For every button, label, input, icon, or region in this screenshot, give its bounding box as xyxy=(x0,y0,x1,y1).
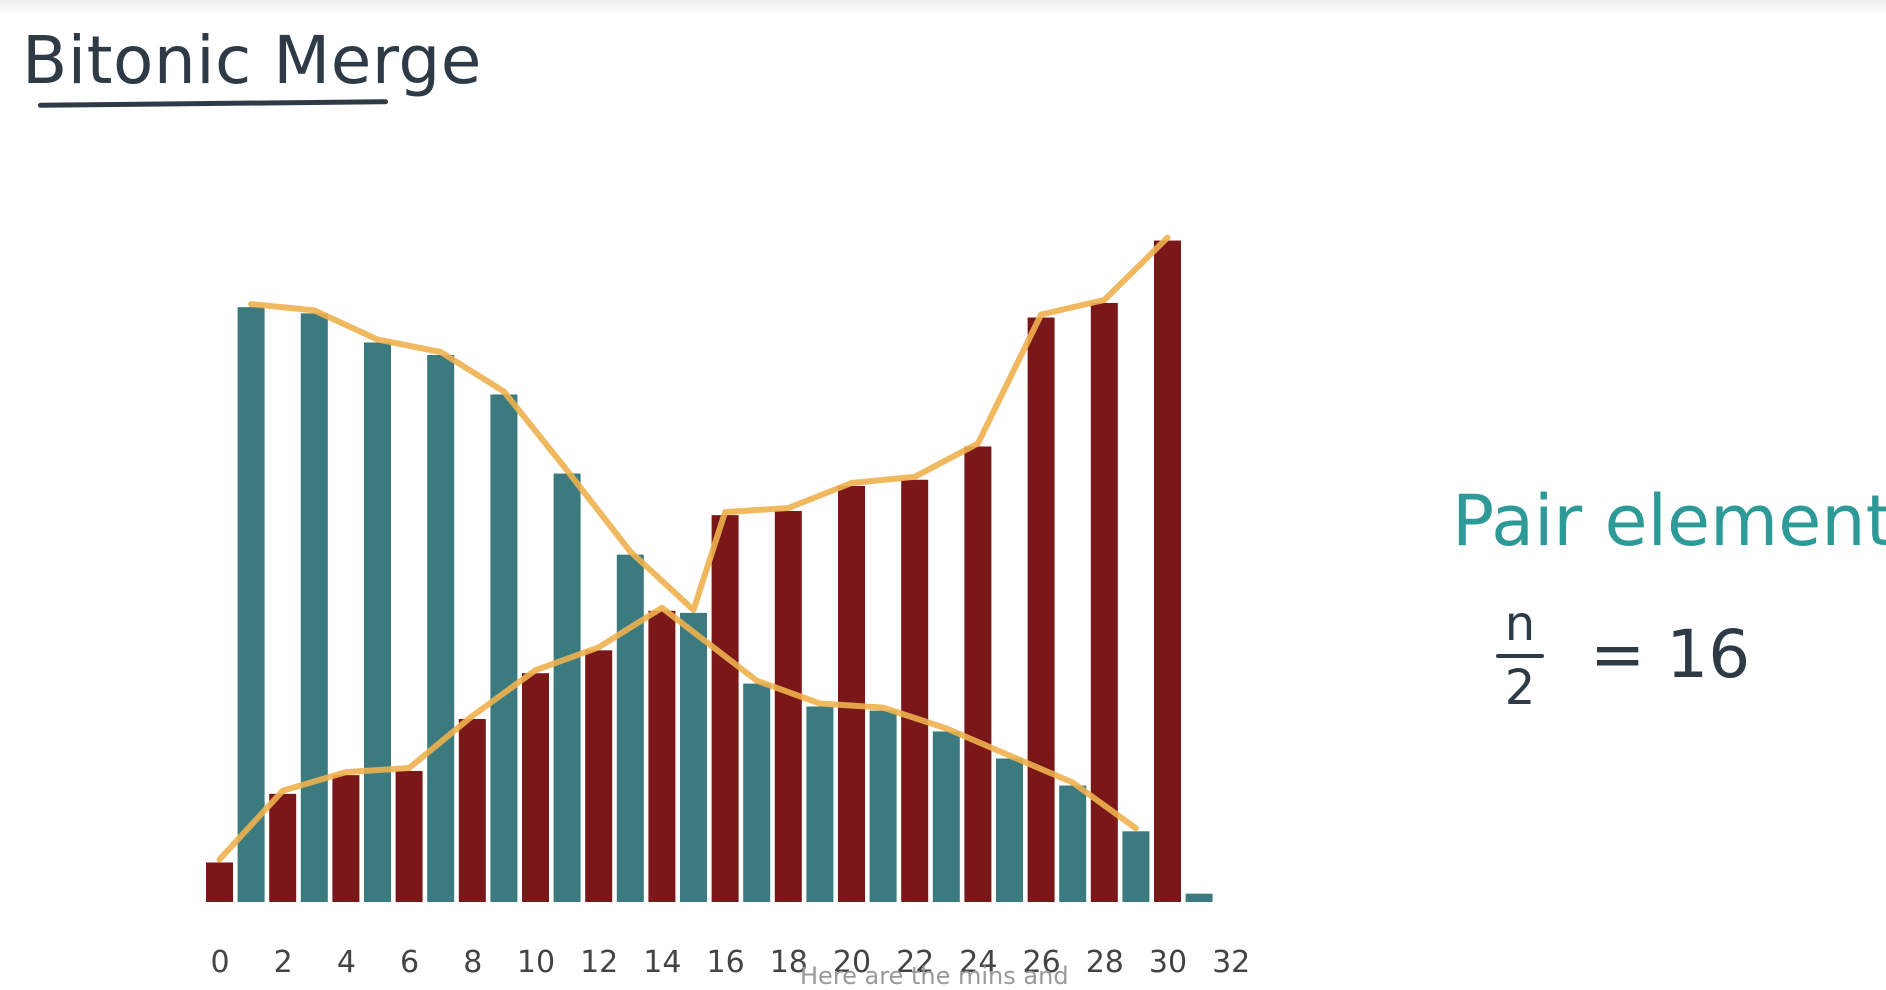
teal-bar xyxy=(300,313,328,902)
fraction-bar xyxy=(1496,654,1544,658)
envelope-curves xyxy=(216,234,1171,863)
teal-bar xyxy=(743,683,771,902)
x-tick-label: 30 xyxy=(1149,945,1187,976)
x-tick-label: 14 xyxy=(643,945,681,976)
x-tick-label: 20 xyxy=(833,945,871,976)
teal-bar xyxy=(806,706,834,902)
x-tick-label: 2 xyxy=(274,945,293,976)
red-bar xyxy=(648,610,676,902)
x-tick-label: 28 xyxy=(1086,945,1124,976)
teal-bar xyxy=(680,612,707,902)
page-title: Bitonic Merge xyxy=(22,22,482,99)
teal-bar xyxy=(490,394,518,902)
bars-group xyxy=(206,240,1213,903)
n-over-2-fraction: n 2 xyxy=(1496,600,1544,712)
red-bar xyxy=(269,793,297,902)
teal-bar xyxy=(427,354,455,903)
red-bar xyxy=(458,718,486,902)
teal-bar xyxy=(237,307,265,902)
x-tick-label: 4 xyxy=(337,945,356,976)
teal-bar xyxy=(553,473,581,902)
x-tick-label: 0 xyxy=(210,945,229,976)
top-shade xyxy=(0,0,1886,14)
teal-bar xyxy=(1185,893,1213,902)
x-tick-label: 10 xyxy=(517,945,555,976)
max-envelope-curve xyxy=(248,234,1171,613)
teal-bar xyxy=(1059,785,1087,902)
fraction-result: = 16 xyxy=(1590,616,1751,693)
x-tick-label: 26 xyxy=(1023,945,1061,976)
x-tick-label: 6 xyxy=(400,945,419,976)
pair-elements-heading: Pair elements xyxy=(1452,480,1886,562)
red-bar xyxy=(711,515,739,902)
teal-bar xyxy=(932,731,960,902)
red-bar xyxy=(585,650,613,902)
x-tick-label: 12 xyxy=(580,945,618,976)
teal-bar xyxy=(869,710,897,902)
red-bar xyxy=(774,510,802,902)
x-tick-label: 8 xyxy=(463,945,482,976)
red-bar xyxy=(522,673,549,902)
red-bar xyxy=(1027,317,1055,902)
x-tick-label: 18 xyxy=(770,945,808,976)
red-bar xyxy=(206,862,233,902)
fraction-numerator: n xyxy=(1504,596,1536,652)
teal-bar xyxy=(1122,831,1150,902)
x-tick-label: 22 xyxy=(896,945,934,976)
x-tick-label: 16 xyxy=(707,945,745,976)
red-bar xyxy=(901,479,929,902)
red-bar xyxy=(395,770,423,902)
fraction-denominator: 2 xyxy=(1504,660,1536,716)
min-envelope-curve xyxy=(216,604,1139,863)
teal-bar xyxy=(616,554,644,902)
subtitle-caption: Here are the mins and xyxy=(800,962,1069,990)
x-tick-label: 24 xyxy=(959,945,997,976)
red-bar xyxy=(332,775,360,902)
x-tick-label: 32 xyxy=(1212,945,1250,976)
teal-bar xyxy=(364,342,391,903)
red-bar xyxy=(838,486,865,902)
red-bar xyxy=(964,446,992,902)
x-axis-ticks: 0 2 4 6 8 10 12 14 16 18 20 22 24 26 28 30 32 xyxy=(210,945,1250,976)
teal-bar xyxy=(996,758,1023,902)
red-bar xyxy=(1154,240,1181,902)
